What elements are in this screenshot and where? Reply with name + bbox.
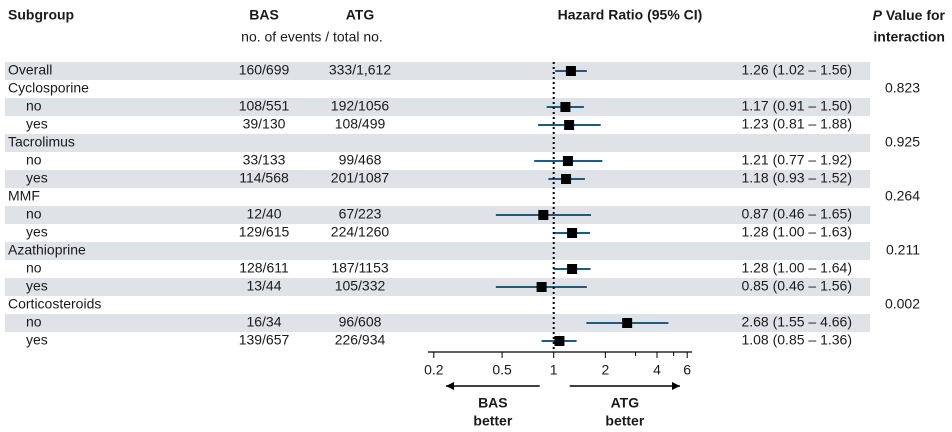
- header-bas: BAS: [249, 7, 279, 23]
- p-value: 0.002: [885, 296, 920, 312]
- ci-label: 1.18 (0.93 – 1.52): [741, 170, 852, 186]
- x-tick-label: 2: [601, 362, 609, 378]
- header-p: P Value for: [873, 7, 946, 23]
- row-band: [5, 134, 870, 152]
- ci-label: 1.28 (1.00 – 1.64): [741, 260, 852, 276]
- atg-events: 192/1056: [331, 98, 390, 114]
- group-label: Tacrolimus: [8, 134, 75, 150]
- group-label: Corticosteroids: [8, 296, 101, 312]
- atg-events: 99/468: [339, 152, 382, 168]
- header-subgroup: Subgroup: [8, 7, 74, 23]
- header-atg: ATG: [346, 7, 375, 23]
- x-tick-label: 0.2: [424, 362, 444, 378]
- hr-marker: [554, 336, 565, 346]
- ci-label: 1.28 (1.00 – 1.63): [741, 224, 852, 240]
- p-value: 0.925: [885, 134, 920, 150]
- ci-label: 2.68 (1.55 – 4.66): [741, 314, 852, 330]
- ci-label: 1.26 (1.02 – 1.56): [741, 62, 852, 78]
- x-tick-label: 1: [550, 362, 558, 378]
- favors-label: BAS: [478, 395, 508, 411]
- row-band: [5, 278, 870, 296]
- row-band: [5, 62, 870, 80]
- bas-events: 16/34: [246, 314, 281, 330]
- bas-events: 13/44: [246, 278, 281, 294]
- row-label: no: [26, 260, 42, 276]
- hr-marker: [561, 174, 572, 184]
- row-label: no: [26, 314, 42, 330]
- favors-label: better: [473, 413, 512, 429]
- favors-label: better: [605, 413, 644, 429]
- row-label: yes: [26, 170, 48, 186]
- bas-events: 12/40: [246, 206, 281, 222]
- atg-events: 226/934: [335, 332, 386, 348]
- atg-events: 224/1260: [331, 224, 390, 240]
- atg-events: 108/499: [335, 116, 386, 132]
- arrow-head: [672, 382, 680, 390]
- row-label: no: [26, 206, 42, 222]
- group-label: Azathioprine: [8, 242, 86, 258]
- row-band: [5, 242, 870, 260]
- group-label: MMF: [8, 188, 40, 204]
- hr-marker: [622, 318, 633, 328]
- row-label: yes: [26, 332, 48, 348]
- atg-events: 201/1087: [331, 170, 390, 186]
- hr-marker: [562, 156, 573, 166]
- row-label: Overall: [8, 62, 52, 78]
- row-label: yes: [26, 278, 48, 294]
- hr-marker: [565, 66, 576, 76]
- p-value: 0.823: [885, 80, 920, 96]
- p-value: 0.211: [886, 242, 920, 258]
- x-tick-label: 4: [653, 362, 661, 378]
- x-tick-label: 6: [683, 362, 691, 378]
- ci-label: 0.87 (0.46 – 1.65): [741, 206, 852, 222]
- bas-events: 33/133: [243, 152, 286, 168]
- ci-label: 0.85 (0.46 – 1.56): [741, 278, 852, 294]
- p-value: 0.264: [885, 188, 920, 204]
- bas-events: 39/130: [243, 116, 286, 132]
- atg-events: 187/1153: [331, 260, 389, 276]
- row-label: yes: [26, 116, 48, 132]
- atg-events: 105/332: [335, 278, 386, 294]
- hr-marker: [538, 210, 549, 220]
- row-label: no: [26, 152, 42, 168]
- row-band: [5, 314, 870, 332]
- hr-marker: [560, 102, 571, 112]
- favors-label: ATG: [611, 395, 640, 411]
- bas-events: 108/551: [239, 98, 290, 114]
- bas-events: 139/657: [239, 332, 290, 348]
- group-label: Cyclosporine: [8, 80, 89, 96]
- bas-events: 160/699: [239, 62, 290, 78]
- bas-events: 128/611: [239, 260, 289, 276]
- ci-label: 1.23 (0.81 – 1.88): [741, 116, 852, 132]
- atg-events: 67/223: [339, 206, 382, 222]
- hr-marker: [567, 228, 578, 238]
- bas-events: 114/568: [239, 170, 289, 186]
- atg-events: 96/608: [339, 314, 382, 330]
- row-band: [5, 206, 870, 224]
- header-p-italic: P: [873, 7, 883, 23]
- hr-marker: [567, 264, 578, 274]
- row-band: [5, 170, 870, 188]
- header-p-line2: interaction: [873, 29, 945, 45]
- row-label: no: [26, 98, 42, 114]
- hr-marker: [536, 282, 547, 292]
- row-label: yes: [26, 224, 48, 240]
- hr-marker: [564, 120, 575, 130]
- ci-label: 1.08 (0.85 – 1.36): [741, 332, 852, 348]
- header-p-line1: Value for: [886, 7, 946, 23]
- bas-events: 129/615: [239, 224, 290, 240]
- row-band: [5, 98, 870, 116]
- ci-label: 1.21 (0.77 – 1.92): [741, 152, 852, 168]
- arrow-head: [446, 382, 454, 390]
- header-hr: Hazard Ratio (95% CI): [558, 7, 703, 23]
- ci-label: 1.17 (0.91 – 1.50): [741, 98, 852, 114]
- atg-events: 333/1,612: [329, 62, 391, 78]
- x-tick-label: 0.5: [492, 362, 512, 378]
- header-events: no. of events / total no.: [241, 29, 383, 45]
